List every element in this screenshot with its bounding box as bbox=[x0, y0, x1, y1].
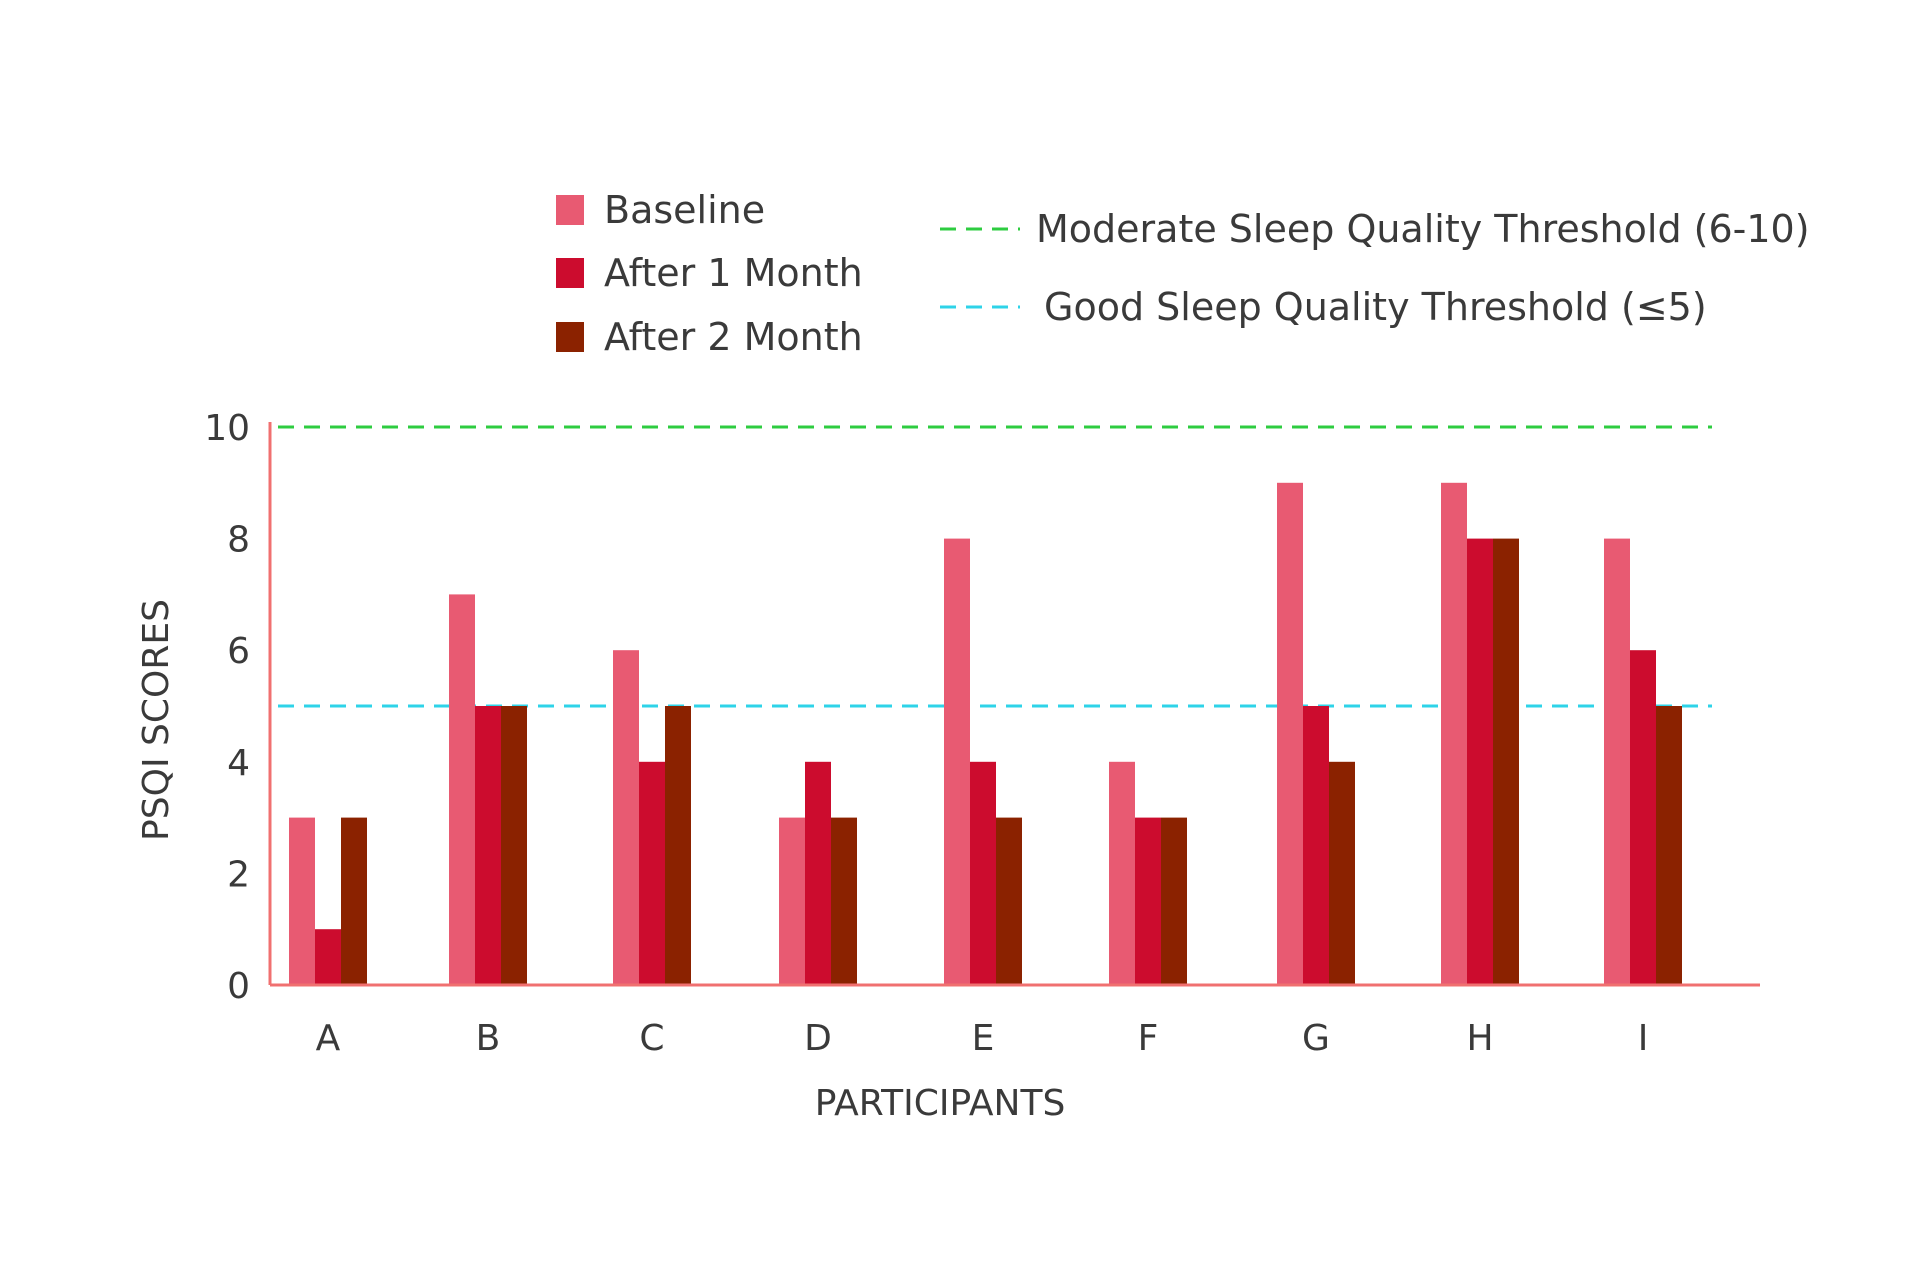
y-tick-label: 2 bbox=[227, 854, 250, 895]
bar-g-series-3 bbox=[1329, 761, 1355, 985]
x-tick-label: B bbox=[476, 1018, 501, 1059]
bar-g-series-2 bbox=[1303, 706, 1329, 985]
legend-swatch-series-1 bbox=[556, 195, 584, 225]
legend-good-threshold-label: Good Sleep Quality Threshold (≤5) bbox=[1044, 285, 1707, 329]
bar-a-series-3 bbox=[341, 817, 367, 985]
bar-b-series-2 bbox=[475, 706, 501, 985]
bar-i-series-1 bbox=[1604, 538, 1630, 985]
bar-c-series-1 bbox=[613, 650, 639, 985]
y-tick-label: 0 bbox=[227, 966, 250, 1007]
bar-g-series-1 bbox=[1277, 482, 1303, 985]
series-legend: Baseline After 1 Month After 2 Month bbox=[556, 188, 863, 359]
bar-h-series-1 bbox=[1441, 482, 1467, 985]
bar-a-series-1 bbox=[289, 817, 315, 985]
bar-d-series-3 bbox=[831, 817, 857, 985]
x-tick-label: G bbox=[1302, 1018, 1330, 1059]
bar-i-series-2 bbox=[1630, 650, 1656, 985]
y-tick-labels: 0 2 4 6 8 10 bbox=[204, 408, 250, 1007]
x-tick-label: F bbox=[1138, 1018, 1159, 1059]
bar-f-series-2 bbox=[1135, 817, 1161, 985]
bar-a-series-2 bbox=[315, 929, 341, 985]
bar-b-series-1 bbox=[449, 594, 475, 985]
bar-d-series-1 bbox=[779, 817, 805, 985]
bar-h-series-2 bbox=[1467, 538, 1493, 985]
axes bbox=[268, 422, 1760, 987]
bar-b-series-3 bbox=[501, 706, 527, 985]
threshold-legend: Moderate Sleep Quality Threshold (6-10) G… bbox=[940, 207, 1810, 329]
y-tick-label: 8 bbox=[227, 520, 250, 561]
bars bbox=[289, 482, 1682, 985]
y-tick-label: 6 bbox=[227, 631, 250, 672]
bar-f-series-1 bbox=[1109, 761, 1135, 985]
bar-i-series-3 bbox=[1656, 706, 1682, 985]
bar-e-series-1 bbox=[944, 538, 970, 985]
bar-e-series-2 bbox=[970, 761, 996, 985]
bar-h-series-3 bbox=[1493, 538, 1519, 985]
y-tick-label: 4 bbox=[227, 743, 250, 784]
x-tick-label: H bbox=[1466, 1018, 1493, 1059]
legend-label-series-1: Baseline bbox=[604, 188, 765, 232]
x-tick-label: A bbox=[316, 1018, 341, 1059]
x-tick-label: I bbox=[1638, 1018, 1649, 1059]
bar-d-series-2 bbox=[805, 761, 831, 985]
x-tick-label: C bbox=[639, 1018, 664, 1059]
bar-e-series-3 bbox=[996, 817, 1022, 985]
legend-swatch-series-3 bbox=[556, 322, 584, 352]
x-axis-title: PARTICIPANTS bbox=[815, 1083, 1066, 1124]
legend-label-series-2: After 1 Month bbox=[604, 251, 863, 295]
legend-label-series-3: After 2 Month bbox=[604, 315, 863, 359]
x-tick-labels: A B C D E F G H I bbox=[316, 1018, 1649, 1059]
y-axis-title: PSQI SCORES bbox=[136, 599, 177, 841]
x-tick-label: D bbox=[804, 1018, 832, 1059]
legend-moderate-threshold-label: Moderate Sleep Quality Threshold (6-10) bbox=[1036, 207, 1810, 251]
x-tick-label: E bbox=[972, 1018, 995, 1059]
y-tick-label: 10 bbox=[204, 408, 250, 449]
bar-c-series-3 bbox=[665, 706, 691, 985]
bar-f-series-3 bbox=[1161, 817, 1187, 985]
legend-swatch-series-2 bbox=[556, 258, 584, 288]
bar-c-series-2 bbox=[639, 761, 665, 985]
